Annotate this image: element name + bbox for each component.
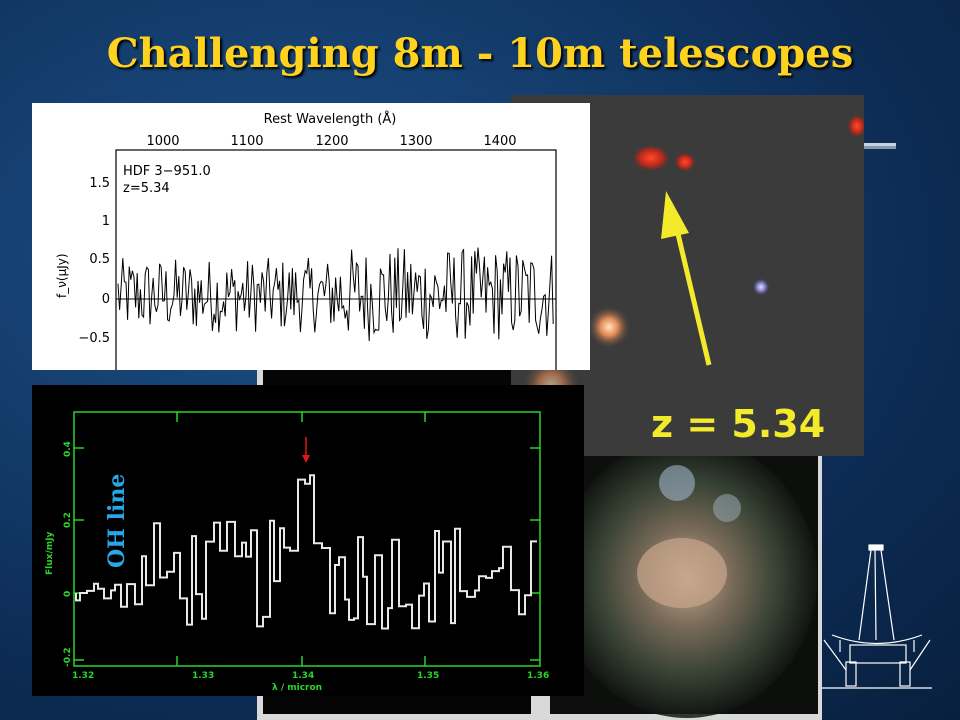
object-name: HDF 3−951.0 xyxy=(123,164,211,179)
line-marker-arrow xyxy=(302,437,310,463)
ir-x-axis-label: λ / micron xyxy=(272,683,322,693)
ir-y-tick-0: 0 xyxy=(63,591,73,597)
optical-spectrum-plot: Rest Wavelength (Å) 1000 1100 1200 1300 … xyxy=(32,103,590,370)
y-tick-1: 1 xyxy=(102,214,110,229)
y-axis-label: f_ν(μJy) xyxy=(55,253,69,298)
optical-spectrum-trace xyxy=(117,247,554,342)
y-tick-0.5: 0.5 xyxy=(89,252,110,267)
top-tick-1100: 1100 xyxy=(230,134,263,149)
oh-line-label: OH line xyxy=(104,473,130,568)
top-tick-1300: 1300 xyxy=(399,134,432,149)
pointer-arrow xyxy=(661,191,712,366)
plot-frame xyxy=(115,149,557,370)
top-tick-1000: 1000 xyxy=(146,134,179,149)
ir-x-tick-1.36: 1.36 xyxy=(527,671,549,681)
top-tick-1400: 1400 xyxy=(483,134,516,149)
ir-y-axis-label: Flux/mJy xyxy=(45,532,55,575)
y-tick-minus-0.5: −0.5 xyxy=(78,331,110,346)
infrared-spectrum-trace xyxy=(75,474,537,630)
y-tick-1.5: 1.5 xyxy=(89,176,110,191)
ir-x-tick-1.35: 1.35 xyxy=(417,671,439,681)
ir-x-tick-1.32: 1.32 xyxy=(72,671,94,681)
infrared-spectrum-graphic: 0.4 0.2 0 -0.2 Flux/mJy 1.32 1.33 1.34 1… xyxy=(32,385,584,696)
infrared-spectrum-plot: 0.4 0.2 0 -0.2 Flux/mJy 1.32 1.33 1.34 1… xyxy=(32,385,584,696)
telescope-icon xyxy=(822,544,932,689)
ir-x-tick-1.33: 1.33 xyxy=(192,671,214,681)
optical-spectrum-graphic: Rest Wavelength (Å) 1000 1100 1200 1300 … xyxy=(32,103,590,370)
ir-y-tick-minus-0.2: -0.2 xyxy=(63,647,73,667)
ir-y-tick-0.4: 0.4 xyxy=(63,441,73,457)
ir-y-tick-0.2: 0.2 xyxy=(63,512,73,528)
galaxy-redshift-label: z = 5.34 xyxy=(651,402,825,446)
decorative-double-line xyxy=(860,143,896,146)
ir-x-tick-1.34: 1.34 xyxy=(292,671,314,681)
telescope-drawing xyxy=(822,540,932,700)
top-axis-label: Rest Wavelength (Å) xyxy=(264,111,397,127)
ir-plot-frame xyxy=(73,411,541,667)
redshift-label: z=5.34 xyxy=(123,181,170,196)
y-tick-0: 0 xyxy=(102,292,110,307)
slide-title: Challenging 8m - 10m telescopes xyxy=(106,30,854,77)
top-tick-1200: 1200 xyxy=(315,134,348,149)
